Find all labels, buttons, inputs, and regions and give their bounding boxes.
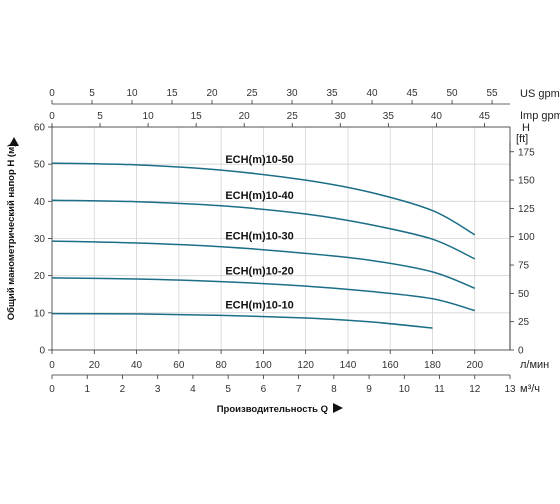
series-curve-1 xyxy=(51,162,476,236)
x-lpm-tick-label: 180 xyxy=(424,360,441,371)
x-imp-gpm-tick-label: 0 xyxy=(49,111,55,122)
y-right-tick-label: 25 xyxy=(518,317,530,328)
y-right-tick-label: 0 xyxy=(518,346,524,357)
x-imp-gpm-tick-label: 45 xyxy=(479,111,491,122)
series-label-2: ECH(m)10-40 xyxy=(225,190,293,202)
x-lpm-tick-label: 20 xyxy=(89,360,101,371)
x-imp-gpm-tick-label: 25 xyxy=(287,111,299,122)
curves xyxy=(51,162,476,329)
x-m3h-tick-label: 13 xyxy=(504,384,516,395)
x-m3h-tick-label: 9 xyxy=(366,384,372,395)
y-left-tick-label: 10 xyxy=(34,308,46,319)
series-label-3: ECH(m)10-30 xyxy=(225,231,293,243)
y-right-unit-line2: [ft] xyxy=(516,133,528,145)
y-right-unit-line1: H xyxy=(522,122,530,134)
x-axis-title-arrow-icon xyxy=(333,403,343,413)
x-lpm-tick-label: 0 xyxy=(49,360,55,371)
x-m3h-tick-label: 7 xyxy=(296,384,302,395)
x-m3h-unit: м³/ч xyxy=(520,383,540,395)
series-curve-3 xyxy=(51,240,476,290)
series-label-5: ECH(m)10-10 xyxy=(225,299,293,311)
y-axis-title-arrow-icon xyxy=(9,137,19,146)
x-m3h-tick-label: 11 xyxy=(434,384,445,395)
y-right-tick-label: 125 xyxy=(518,204,535,215)
x-lpm-unit: л/мин xyxy=(520,359,549,371)
x-m3h-tick-label: 4 xyxy=(190,384,196,395)
x-us-gpm-tick-label: 30 xyxy=(286,88,298,99)
x-m3h-tick-label: 10 xyxy=(399,384,411,395)
x-imp-gpm-unit: Imp gpm xyxy=(520,110,560,122)
x-imp-gpm-tick-label: 20 xyxy=(239,111,251,122)
x-axis-title: Производительность Q xyxy=(217,404,328,415)
x-m3h-tick-label: 5 xyxy=(225,384,231,395)
x-m3h-tick-label: 0 xyxy=(49,384,55,395)
y-left-tick-label: 40 xyxy=(34,197,46,208)
x-imp-gpm-tick-label: 30 xyxy=(335,111,347,122)
x-us-gpm-tick-label: 0 xyxy=(49,88,55,99)
x-us-gpm-tick-label: 10 xyxy=(126,88,138,99)
x-m3h-tick-label: 1 xyxy=(84,384,90,395)
x-us-gpm-tick-label: 40 xyxy=(366,88,378,99)
series-label-1: ECH(m)10-50 xyxy=(225,154,293,166)
x-imp-gpm-tick-label: 10 xyxy=(143,111,155,122)
series-curve-5 xyxy=(51,312,433,329)
x-lpm-tick-label: 60 xyxy=(173,360,185,371)
y-axis-title: Общий манометрический напор H (м) xyxy=(6,144,17,321)
x-us-gpm-tick-label: 25 xyxy=(246,88,258,99)
x-imp-gpm-tick-label: 35 xyxy=(383,111,395,122)
x-lpm-tick-label: 80 xyxy=(216,360,228,371)
x-us-gpm-tick-label: 50 xyxy=(447,88,459,99)
x-lpm-tick-label: 120 xyxy=(297,360,314,371)
x-lpm-tick-label: 200 xyxy=(466,360,483,371)
x-lpm-tick-label: 100 xyxy=(255,360,272,371)
series-labels: ECH(m)10-50 ECH(m)10-40 ECH(m)10-30 ECH(m)1… xyxy=(225,154,293,311)
y-right-tick-label: 175 xyxy=(518,147,535,158)
x-us-gpm-tick-label: 20 xyxy=(206,88,218,99)
x-us-gpm-unit: US gpm xyxy=(520,88,560,100)
y-right-tick-label: 100 xyxy=(518,232,535,243)
y-left-tick-label: 60 xyxy=(34,123,46,134)
y-right-tick-label: 75 xyxy=(518,261,530,272)
x-m3h-tick-label: 12 xyxy=(469,384,481,395)
x-m3h-tick-label: 6 xyxy=(261,384,267,395)
y-right-tick-label: 50 xyxy=(518,289,530,300)
x-us-gpm-tick-label: 55 xyxy=(487,88,499,99)
x-lpm-tick-label: 160 xyxy=(382,360,399,371)
y-left-tick-label: 50 xyxy=(34,160,46,171)
y-left-tick-label: 30 xyxy=(34,234,46,245)
x-us-gpm-tick-label: 45 xyxy=(407,88,419,99)
series-curve-2 xyxy=(51,199,476,260)
y-right-tick-label: 150 xyxy=(518,176,535,187)
y-left-tick-label: 0 xyxy=(39,346,45,357)
x-lpm-tick-label: 40 xyxy=(131,360,143,371)
x-us-gpm-tick-label: 35 xyxy=(326,88,338,99)
y-left-tick-label: 20 xyxy=(34,271,46,282)
series-curve-4 xyxy=(51,277,476,312)
x-m3h-tick-label: 8 xyxy=(331,384,337,395)
x-imp-gpm-tick-label: 5 xyxy=(97,111,103,122)
x-us-gpm-tick-label: 5 xyxy=(89,88,95,99)
x-m3h-tick-label: 2 xyxy=(120,384,126,395)
x-m3h-tick-label: 3 xyxy=(155,384,161,395)
series-label-4: ECH(m)10-20 xyxy=(225,266,293,278)
x-imp-gpm-tick-label: 15 xyxy=(191,111,203,122)
x-imp-gpm-tick-label: 40 xyxy=(431,111,443,122)
x-us-gpm-tick-label: 15 xyxy=(166,88,178,99)
x-lpm-tick-label: 140 xyxy=(340,360,357,371)
